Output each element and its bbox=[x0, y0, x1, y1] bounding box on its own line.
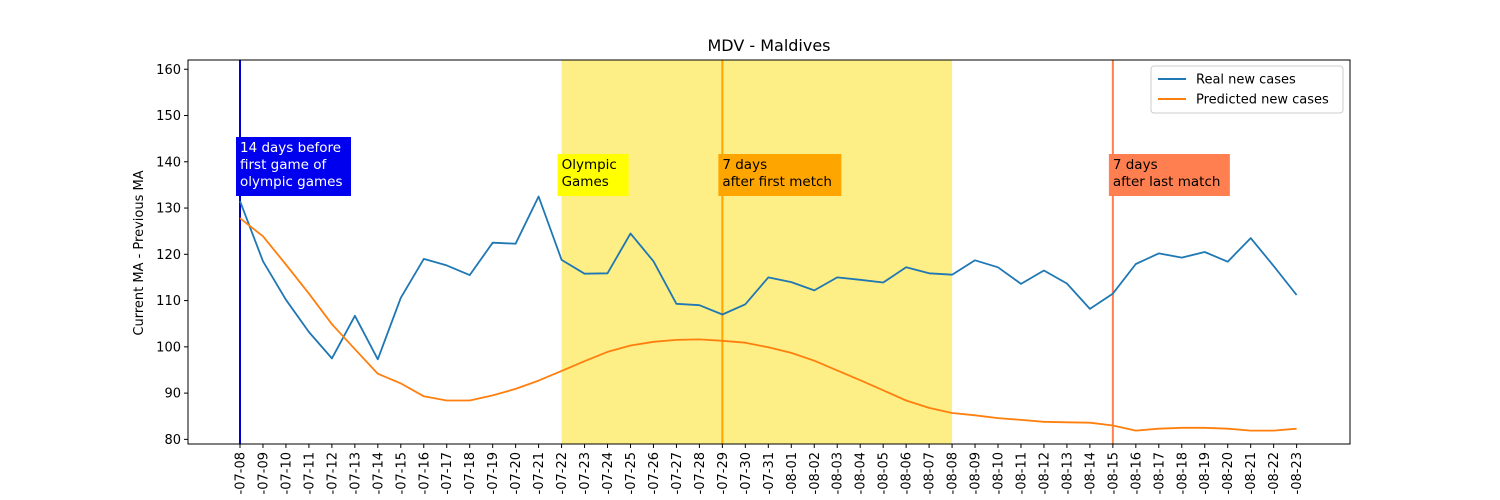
x-tick-label: -08-08 bbox=[946, 452, 961, 494]
x-tick-label: -08-19 bbox=[1198, 452, 1213, 494]
x-tick-label: -08-11 bbox=[1014, 452, 1029, 494]
x-tick-label: -07-21 bbox=[532, 452, 547, 494]
x-tick-label: -08-05 bbox=[877, 452, 892, 494]
marker-label-3-bg bbox=[1108, 154, 1230, 196]
x-tick-label: -07-25 bbox=[624, 452, 639, 494]
legend-label-1: Real new cases bbox=[1196, 73, 1296, 88]
y-axis-label: Current MA - Previous MA bbox=[132, 170, 147, 335]
x-tick-label: -07-15 bbox=[394, 452, 409, 494]
region-label-bg bbox=[557, 154, 629, 196]
x-tick-label: -07-17 bbox=[440, 452, 455, 494]
legend: Real new cases Predicted new cases bbox=[1150, 65, 1344, 114]
marker-label-2-bg bbox=[718, 154, 842, 196]
marker-label-3-line: 7 days bbox=[1113, 157, 1158, 173]
marker-label-3-line: after last match bbox=[1113, 174, 1221, 190]
x-tick-label: -07-16 bbox=[417, 452, 432, 494]
y-tick-label: 110 bbox=[156, 294, 181, 309]
x-tick-label: -07-12 bbox=[325, 452, 340, 494]
x-tick-label: -08-01 bbox=[785, 452, 800, 494]
y-tick-label: 140 bbox=[156, 155, 181, 170]
x-tick-label: -08-22 bbox=[1267, 452, 1282, 494]
marker-label-1-bg bbox=[236, 137, 351, 196]
x-tick-label: -08-21 bbox=[1244, 452, 1259, 494]
axes: 80 90 100 110 120 130 140 150 160 -07-08 -07-09 -07… bbox=[156, 59, 1351, 494]
x-tick-label: -08-20 bbox=[1221, 452, 1236, 494]
x-tick-label: -07-24 bbox=[601, 452, 616, 494]
x-tick-label: -07-26 bbox=[647, 452, 662, 494]
x-tick-label: -07-19 bbox=[486, 452, 501, 494]
region-label-line: Olympic bbox=[562, 157, 617, 173]
x-tick-label: -08-04 bbox=[854, 452, 869, 494]
x-tick-label: -07-11 bbox=[302, 452, 317, 494]
marker-label-2-line: after first metch bbox=[722, 174, 832, 190]
x-tick-label: -08-16 bbox=[1129, 452, 1144, 494]
x-tick-label: -07-23 bbox=[578, 452, 593, 494]
x-tick-label: -07-28 bbox=[693, 452, 708, 494]
x-tick-label: -07-13 bbox=[348, 452, 363, 494]
legend-box bbox=[1150, 65, 1344, 114]
y-tick-label: 150 bbox=[156, 109, 181, 124]
marker-label-1-line: first game of bbox=[240, 157, 328, 173]
legend-label-2: Predicted new cases bbox=[1196, 93, 1329, 108]
x-tick-label: -08-12 bbox=[1037, 452, 1052, 494]
x-tick-label: -07-31 bbox=[762, 452, 777, 494]
x-tick-label: -07-22 bbox=[555, 452, 570, 494]
x-tick-label: -08-02 bbox=[808, 452, 823, 494]
y-tick-label: 90 bbox=[164, 387, 181, 402]
x-tick-label: -08-07 bbox=[923, 452, 938, 494]
x-tick-label: -07-18 bbox=[463, 452, 478, 494]
x-tick-label: -08-23 bbox=[1290, 452, 1305, 494]
x-tick-label: -08-06 bbox=[900, 452, 915, 494]
marker-label-2-line: 7 days bbox=[722, 157, 767, 173]
x-tick-label: -08-03 bbox=[831, 452, 846, 494]
x-tick-label: -08-18 bbox=[1175, 452, 1190, 494]
x-tick-label: -07-20 bbox=[509, 452, 524, 494]
x-tick-label: -08-09 bbox=[969, 452, 984, 494]
x-tick-label: -08-14 bbox=[1083, 452, 1098, 494]
y-tick-label: 120 bbox=[156, 248, 181, 263]
y-tick-label: 130 bbox=[156, 202, 181, 217]
x-tick-label: -07-30 bbox=[739, 452, 754, 494]
x-tick-label: -07-10 bbox=[279, 452, 294, 494]
x-tick-label: -07-29 bbox=[716, 452, 731, 494]
x-tick-label: -07-27 bbox=[670, 452, 685, 494]
x-tick-label: -07-14 bbox=[371, 452, 386, 494]
x-tick-label: -08-10 bbox=[992, 452, 1007, 494]
series-lines bbox=[239, 195, 1298, 432]
plot-frame bbox=[187, 59, 1351, 445]
olympic-shaded-region bbox=[561, 60, 953, 444]
y-tick-label: 160 bbox=[156, 63, 181, 78]
region-label-line: Games bbox=[562, 174, 609, 190]
marker-label-1-line: 14 days before bbox=[240, 140, 341, 156]
x-tick-label: -07-08 bbox=[234, 452, 249, 494]
vertical-markers bbox=[239, 60, 1114, 444]
y-tick-label: 80 bbox=[164, 433, 181, 448]
series-line-1 bbox=[239, 195, 1298, 361]
series-line-2 bbox=[239, 217, 1297, 432]
marker-label-1-line: olympic games bbox=[240, 174, 343, 190]
olympic-period-region bbox=[561, 60, 953, 444]
x-tick-label: -08-15 bbox=[1106, 452, 1121, 494]
x-tick-label: -07-09 bbox=[256, 452, 271, 494]
chart-title: MDV - Maldives bbox=[707, 36, 830, 55]
x-tick-label: -08-13 bbox=[1060, 452, 1075, 494]
y-tick-label: 100 bbox=[156, 340, 181, 355]
x-tick-label: -08-17 bbox=[1152, 452, 1167, 494]
